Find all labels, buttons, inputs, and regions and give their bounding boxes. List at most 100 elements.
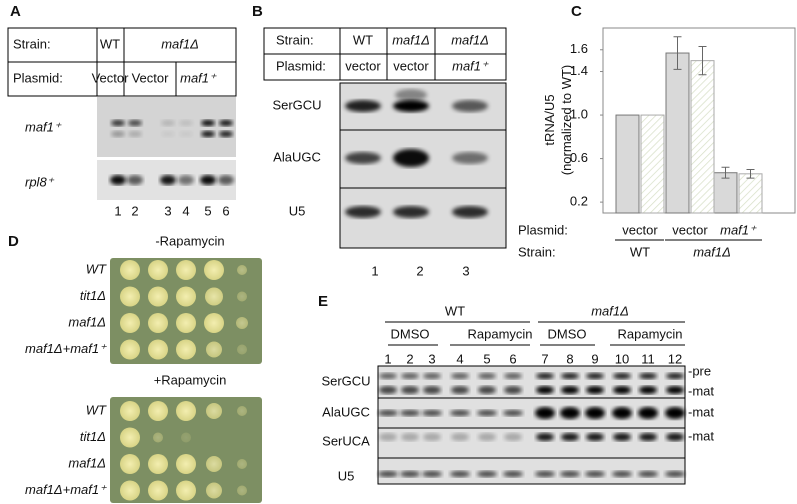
label: Rapamycin <box>617 326 682 341</box>
band <box>666 433 684 441</box>
colony <box>176 286 196 307</box>
band <box>393 100 429 112</box>
label: tit1Δ <box>80 429 106 444</box>
label: 1 <box>384 351 391 366</box>
band <box>179 131 193 137</box>
label: SerUCA <box>322 433 370 448</box>
label: WT <box>86 402 107 417</box>
label: -mat <box>688 428 714 443</box>
band <box>586 386 604 394</box>
colony <box>237 459 247 469</box>
band <box>378 410 398 416</box>
band <box>401 386 419 394</box>
band <box>504 386 522 394</box>
bar <box>665 52 690 214</box>
y-tick-label: 0.2 <box>570 194 588 209</box>
band <box>504 433 522 441</box>
y-tick-label: 1.6 <box>570 41 588 56</box>
band <box>638 471 658 477</box>
band <box>378 471 398 477</box>
label: U5 <box>289 203 306 218</box>
band <box>586 433 604 441</box>
label: tit1Δ <box>80 288 106 303</box>
label: 12 <box>668 351 682 366</box>
label: vector <box>345 58 381 73</box>
colony <box>148 313 168 333</box>
label: WT <box>100 36 120 51</box>
band <box>666 373 684 379</box>
band <box>586 373 604 379</box>
band <box>478 386 496 394</box>
bar <box>738 173 763 214</box>
label: maf1Δ+maf1⁺ <box>25 341 107 356</box>
gel <box>377 365 686 485</box>
band <box>379 373 397 379</box>
colony <box>153 432 163 443</box>
label: Strain: <box>13 36 51 51</box>
label: -mat <box>688 404 714 419</box>
band <box>422 471 442 477</box>
band <box>218 175 234 185</box>
error-bar <box>721 166 730 179</box>
band <box>452 206 488 218</box>
label: 6 <box>222 203 229 218</box>
label: vector <box>393 58 429 73</box>
band <box>219 120 233 126</box>
label: 2 <box>131 203 138 218</box>
band <box>478 373 496 379</box>
band <box>451 373 469 379</box>
error-bar <box>746 168 755 179</box>
band <box>536 433 554 441</box>
band <box>585 471 605 477</box>
colony <box>237 485 247 496</box>
label: Rapamycin <box>467 326 532 341</box>
colony <box>120 480 140 501</box>
band <box>400 410 420 416</box>
band <box>639 433 657 441</box>
band <box>400 471 420 477</box>
band <box>451 433 469 441</box>
colony <box>176 480 196 501</box>
bar <box>615 114 640 214</box>
label: Vector <box>92 70 130 85</box>
colony <box>176 260 196 280</box>
colony <box>176 339 196 360</box>
label: U5 <box>338 468 355 483</box>
band <box>452 152 488 164</box>
label: maf1Δ <box>451 32 489 47</box>
label: WT <box>445 303 465 318</box>
label: WT <box>630 244 650 259</box>
band <box>561 433 579 441</box>
label: SerGCU <box>321 373 370 388</box>
band <box>179 120 193 126</box>
label: WT <box>353 32 373 47</box>
band <box>450 471 470 477</box>
label: 1 <box>371 263 378 278</box>
band <box>160 175 176 185</box>
band <box>451 386 469 394</box>
colony <box>206 482 222 499</box>
label: B <box>252 3 263 20</box>
colony <box>206 341 222 358</box>
band <box>612 471 632 477</box>
label: maf1Δ <box>68 455 106 470</box>
colony <box>120 454 140 474</box>
band <box>535 407 555 419</box>
gel <box>97 97 236 157</box>
x-tick-label: vector <box>672 222 708 237</box>
bar <box>690 60 715 214</box>
label: maf1Δ+maf1⁺ <box>25 482 107 497</box>
colony <box>206 403 222 419</box>
label: maf1Δ <box>68 314 106 329</box>
band <box>401 373 419 379</box>
band <box>504 373 522 379</box>
label: 5 <box>204 203 211 218</box>
colony <box>205 287 223 306</box>
band <box>612 407 632 419</box>
x-tick-label: vector <box>622 222 658 237</box>
colony <box>148 339 168 360</box>
label: -pre <box>688 363 711 378</box>
label: Plasmid: <box>518 222 568 237</box>
plate <box>110 397 262 503</box>
band <box>450 410 470 416</box>
